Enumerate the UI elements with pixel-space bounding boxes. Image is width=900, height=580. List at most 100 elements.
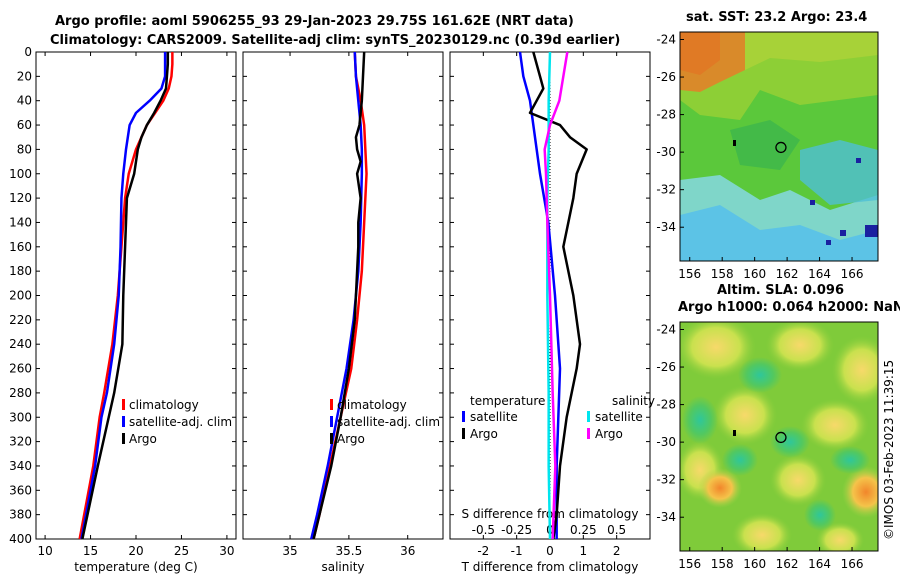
legend-swatch — [462, 428, 465, 439]
legend-swatch — [122, 399, 125, 410]
y-tick-label: 180 — [9, 264, 32, 278]
x-tick-label: 25 — [174, 544, 189, 558]
map-y-tick-label: -32 — [656, 473, 676, 487]
map-x-tick-label: 162 — [776, 267, 799, 281]
x-tick-label: 0 — [546, 544, 554, 558]
y-tick-label: 200 — [9, 289, 32, 303]
y-tick-label: 60 — [17, 118, 32, 132]
x-axis-label: T difference from climatology — [461, 560, 639, 574]
map-x-tick-label: 158 — [711, 267, 734, 281]
map-y-tick-label: -24 — [656, 33, 676, 47]
map-y-tick-label: -28 — [656, 398, 676, 412]
series-t-argo — [528, 51, 588, 540]
legend-label: Argo — [595, 427, 623, 441]
x-tick-label: -2 — [477, 544, 489, 558]
top-tick-label: -0.5 — [472, 523, 495, 537]
x-tick-label: 2 — [613, 544, 621, 558]
y-tick-label: 120 — [9, 191, 32, 205]
climatology-title: Climatology: CARS2009. Satellite-adj cli… — [50, 33, 621, 48]
legend-swatch — [330, 399, 333, 410]
map-y-tick-label: -30 — [656, 145, 676, 159]
y-tick-label: 80 — [17, 142, 32, 156]
legend-label: satellite-adj. clim — [337, 415, 440, 429]
x-axis-label: temperature (deg C) — [74, 560, 197, 574]
legend-label: Argo — [129, 432, 157, 446]
legend-label: Argo — [337, 432, 365, 446]
y-tick-label: 280 — [9, 386, 32, 400]
legend-swatch — [122, 433, 125, 444]
map-y-tick-label: -28 — [656, 108, 676, 122]
top-tick-label: 0.25 — [570, 523, 597, 537]
legend-label: satellite — [595, 410, 643, 424]
top-tick-label: -0.25 — [501, 523, 532, 537]
series-argo — [81, 52, 170, 540]
legend-header: salinity — [612, 394, 655, 408]
temperature-profile-axes — [35, 51, 237, 540]
map-x-tick-label: 164 — [808, 557, 831, 571]
x-tick-label: 35.5 — [336, 544, 363, 558]
salinity-profile-axes — [242, 51, 444, 540]
map-y-tick-label: -26 — [656, 70, 676, 84]
map-x-tick-label: 166 — [841, 557, 864, 571]
series-t-satellite — [518, 51, 562, 539]
legend-swatch — [330, 433, 333, 444]
x-tick-label: 20 — [128, 544, 143, 558]
legend-swatch — [330, 416, 333, 427]
map-x-tick-label: 160 — [743, 557, 766, 571]
y-tick-label: 160 — [9, 240, 32, 254]
y-tick-label: 0 — [24, 45, 32, 59]
map-x-tick-label: 162 — [776, 557, 799, 571]
map-y-tick-label: -34 — [656, 220, 676, 234]
profile-title: Argo profile: aoml 5906255_93 29-Jan-202… — [55, 14, 574, 29]
map-x-tick-label: 156 — [678, 557, 701, 571]
plot-layer: 0204060801001201401601802002202402602803… — [9, 33, 863, 574]
profile-location-marker — [775, 141, 787, 154]
y-tick-label: 400 — [9, 532, 32, 546]
map-x-tick-label: 166 — [841, 267, 864, 281]
y-tick-label: 220 — [9, 313, 32, 327]
map-x-tick-label: 164 — [808, 267, 831, 281]
argo-height-title: Argo h1000: 0.064 h2000: NaN — [678, 300, 900, 315]
map-y-tick-label: -34 — [656, 510, 676, 524]
legend-swatch — [587, 428, 590, 439]
y-tick-label: 40 — [17, 94, 32, 108]
x-tick-label: 1 — [580, 544, 588, 558]
series-climatology — [78, 52, 174, 540]
sla-map-title: Altim. SLA: 0.096 — [717, 283, 844, 298]
legend-header: temperature — [470, 394, 545, 408]
x-tick-label: 35 — [282, 544, 297, 558]
x-tick-label: 10 — [37, 544, 52, 558]
legend-swatch — [122, 416, 125, 427]
legend-label: Argo — [470, 427, 498, 441]
legend-swatch — [462, 411, 465, 422]
y-tick-label: 360 — [9, 483, 32, 497]
y-tick-label: 380 — [9, 508, 32, 522]
sst-map — [680, 32, 878, 261]
y-tick-label: 240 — [9, 337, 32, 351]
sla-map — [680, 322, 878, 551]
y-tick-label: 260 — [9, 362, 32, 376]
y-tick-label: 100 — [9, 167, 32, 181]
x-tick-label: 15 — [83, 544, 98, 558]
profile-location-marker — [775, 431, 787, 444]
map-x-tick-label: 156 — [678, 267, 701, 281]
map-x-tick-label: 158 — [711, 557, 734, 571]
map-y-tick-label: -24 — [656, 323, 676, 337]
series-argo — [312, 51, 366, 540]
series-s-argo — [543, 51, 569, 540]
y-tick-label: 340 — [9, 459, 32, 473]
x-tick-label: 30 — [219, 544, 234, 558]
x-tick-label: -1 — [511, 544, 523, 558]
x-axis-label: salinity — [321, 560, 364, 574]
y-tick-label: 140 — [9, 215, 32, 229]
legend-swatch — [587, 411, 590, 422]
top-tick-label: 0.5 — [607, 523, 626, 537]
series-satellite-adj-clim — [80, 52, 167, 540]
map-y-tick-label: -30 — [656, 435, 676, 449]
y-tick-label: 320 — [9, 435, 32, 449]
map-y-tick-label: -26 — [656, 360, 676, 374]
sst-map-title: sat. SST: 23.2 Argo: 23.4 — [686, 10, 868, 25]
legend-label: climatology — [337, 398, 407, 412]
map-y-tick-label: -32 — [656, 183, 676, 197]
